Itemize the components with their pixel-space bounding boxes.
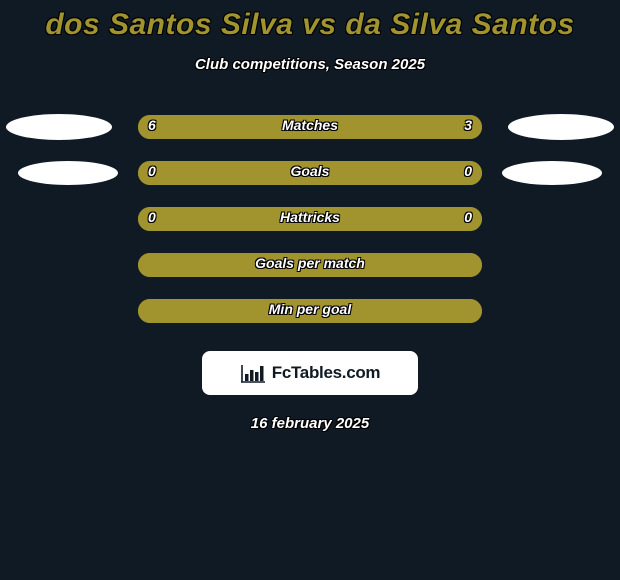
stat-value-left: 6: [148, 117, 156, 133]
bar-fill-right: [310, 207, 482, 231]
bar-fill-left: [138, 207, 310, 231]
player-oval-left: [6, 114, 112, 140]
player-oval-right: [508, 114, 614, 140]
page-title: dos Santos Silva vs da Silva Santos: [0, 0, 620, 42]
bar-track: [138, 207, 482, 231]
bar-track: [138, 161, 482, 185]
stat-value-right: 0: [464, 163, 472, 179]
bar-fill-left: [138, 253, 310, 277]
stat-value-right: 3: [464, 117, 472, 133]
bar-track: [138, 253, 482, 277]
subtitle: Club competitions, Season 2025: [0, 56, 620, 73]
bar-fill-left: [138, 161, 310, 185]
bar-fill-right: [310, 253, 482, 277]
stat-value-left: 0: [148, 209, 156, 225]
bar-track: [138, 115, 482, 139]
barchart-icon: [240, 363, 266, 383]
logo-box: FcTables.com: [202, 351, 418, 395]
stat-row: Goals00: [0, 161, 620, 207]
stat-row: Min per goal: [0, 299, 620, 345]
stat-row: Hattricks00: [0, 207, 620, 253]
stat-value-left: 0: [148, 163, 156, 179]
stats-container: Matches63Goals00Hattricks00Goals per mat…: [0, 115, 620, 345]
bar-fill-right: [310, 161, 482, 185]
bar-fill-right: [310, 299, 482, 323]
stat-row: Matches63: [0, 115, 620, 161]
player-oval-right: [502, 161, 602, 185]
bar-fill-left: [138, 299, 310, 323]
logo-text: FcTables.com: [272, 363, 381, 383]
date-text: 16 february 2025: [0, 415, 620, 432]
bar-track: [138, 299, 482, 323]
player-oval-left: [18, 161, 118, 185]
stat-value-right: 0: [464, 209, 472, 225]
bar-fill-left: [138, 115, 367, 139]
stat-row: Goals per match: [0, 253, 620, 299]
